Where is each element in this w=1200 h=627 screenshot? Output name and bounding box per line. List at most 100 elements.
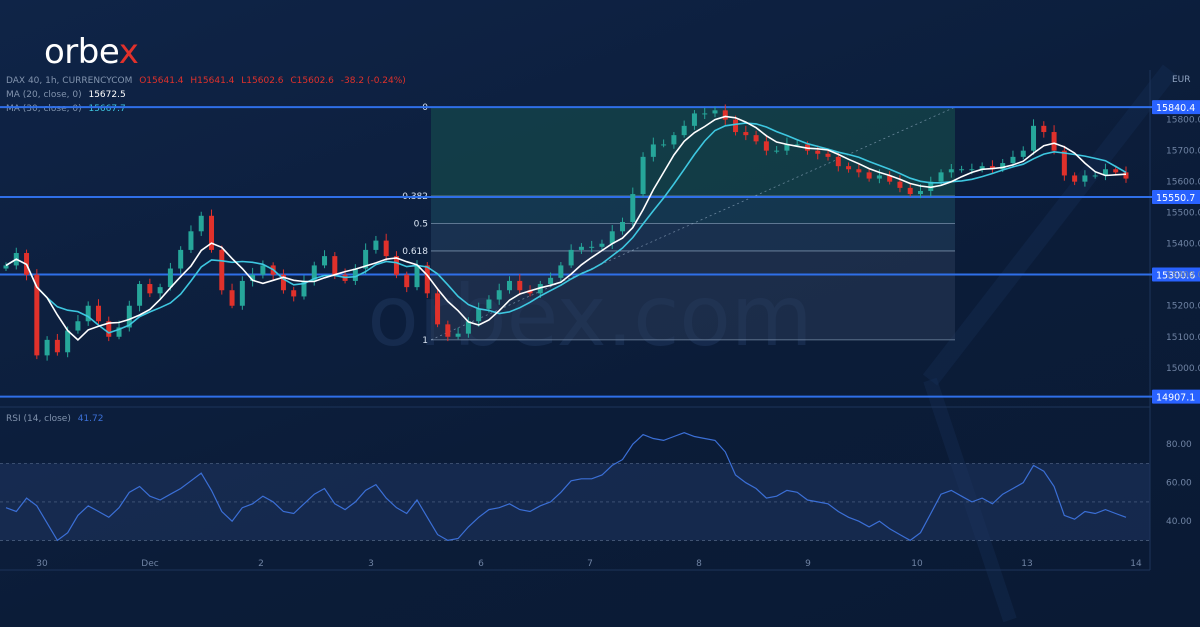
candle-body <box>188 231 194 250</box>
candle-body <box>1000 163 1006 170</box>
candle-body <box>589 246 595 248</box>
candle-body <box>137 284 143 306</box>
candle-body <box>1113 169 1119 173</box>
candle-body <box>65 330 71 353</box>
candle-body <box>157 287 163 294</box>
candle-body <box>44 339 50 356</box>
candle-body <box>846 166 852 170</box>
time-tick: 13 <box>1021 559 1032 569</box>
candle-body <box>1092 175 1098 177</box>
candle-body <box>517 280 523 291</box>
candle-body <box>938 172 944 182</box>
candle-body <box>681 125 687 136</box>
level-label-14907.1: 14907.1 <box>1156 393 1195 404</box>
candle-body <box>640 156 646 195</box>
fib-label-1: 1 <box>422 336 428 346</box>
candle-body <box>1020 150 1026 157</box>
candle-body <box>280 274 286 291</box>
candle-body <box>465 321 471 334</box>
candle-body <box>414 265 420 288</box>
fib-label-0.5: 0.5 <box>414 219 428 229</box>
candle-body <box>733 119 739 133</box>
price-tick: 15800.0 <box>1166 116 1200 126</box>
candle-body <box>743 132 749 136</box>
candle-body <box>568 249 574 266</box>
candle-body <box>794 144 800 146</box>
candle-body <box>404 274 410 288</box>
candle-body <box>393 256 399 275</box>
currency-label: EUR <box>1172 75 1191 85</box>
candle-body <box>763 141 769 151</box>
ohlc-change: -38.2 (-0.24%) <box>340 76 406 86</box>
candle-body <box>229 290 235 306</box>
ma20-value: 15672.5 <box>88 90 126 100</box>
candle-body <box>1041 125 1047 133</box>
rsi-legend: RSI (14, close) 41.72 <box>6 414 104 424</box>
price-tick: 15600.0 <box>1166 178 1200 188</box>
candle-body <box>301 280 307 297</box>
candle-body <box>835 156 841 167</box>
price-tick: 15500.0 <box>1166 209 1200 219</box>
price-tick: 15000.0 <box>1166 364 1200 374</box>
candle-body <box>527 290 533 294</box>
candle-body <box>712 110 718 114</box>
candle-body <box>219 249 225 291</box>
candle-body <box>383 240 389 257</box>
candle-body <box>239 280 245 306</box>
ma30-line <box>5 122 1127 334</box>
candle-body <box>917 190 923 195</box>
level-label-15550.7: 15550.7 <box>1156 193 1195 204</box>
price-legend: DAX 40, 1h, CURRENCYCOM O15641.4 H15641.… <box>6 76 406 86</box>
decor-diagonal <box>922 64 1178 386</box>
candle-body <box>1061 150 1067 176</box>
ohlc-high: H15641.4 <box>190 76 235 86</box>
candle-body <box>1123 172 1129 179</box>
candle-body <box>34 274 40 356</box>
candle-body <box>907 187 913 195</box>
candle-body <box>815 150 821 154</box>
candle-body <box>147 284 153 294</box>
candle-body <box>887 175 893 182</box>
candle-body <box>753 135 759 142</box>
candle-body <box>311 265 317 281</box>
time-tick: 8 <box>696 559 702 569</box>
fib-trendline <box>430 106 956 341</box>
time-tick: 7 <box>587 559 593 569</box>
candle-body <box>1082 175 1088 182</box>
candle-body <box>661 144 667 146</box>
level-label-15840.4: 15840.4 <box>1156 103 1195 114</box>
candle-body <box>126 305 132 328</box>
candle-body <box>209 215 215 250</box>
candle-body <box>825 153 831 157</box>
ohlc-close: C15602.6 <box>290 76 334 86</box>
fib-zone-0.5 <box>431 223 955 251</box>
candle-body <box>1031 125 1037 151</box>
fib-label-0.618: 0.618 <box>402 247 428 257</box>
candle-body <box>784 144 790 151</box>
candle-body <box>322 256 328 266</box>
ma30-legend: MA (30, close, 0) 15667.7 <box>6 104 126 114</box>
candle-body <box>959 169 965 171</box>
candle-body <box>198 215 204 232</box>
candle-body <box>3 265 9 269</box>
time-tick: 2 <box>258 559 264 569</box>
time-tick: 6 <box>478 559 484 569</box>
ohlc-open: O15641.4 <box>139 76 184 86</box>
candle-body <box>578 246 584 250</box>
candle-body <box>630 194 636 222</box>
candle-body <box>774 150 780 152</box>
candle-body <box>609 231 615 244</box>
candle-body <box>979 166 985 170</box>
candle-body <box>671 135 677 145</box>
candle-body <box>455 333 461 337</box>
fib-zone-0.382 <box>431 196 955 224</box>
candle-body <box>866 172 872 179</box>
time-tick: 3 <box>368 559 374 569</box>
candle-body <box>722 110 728 120</box>
candle-body <box>506 280 512 291</box>
candle-body <box>250 274 256 281</box>
candle-body <box>476 308 482 322</box>
candle-body <box>537 284 543 294</box>
